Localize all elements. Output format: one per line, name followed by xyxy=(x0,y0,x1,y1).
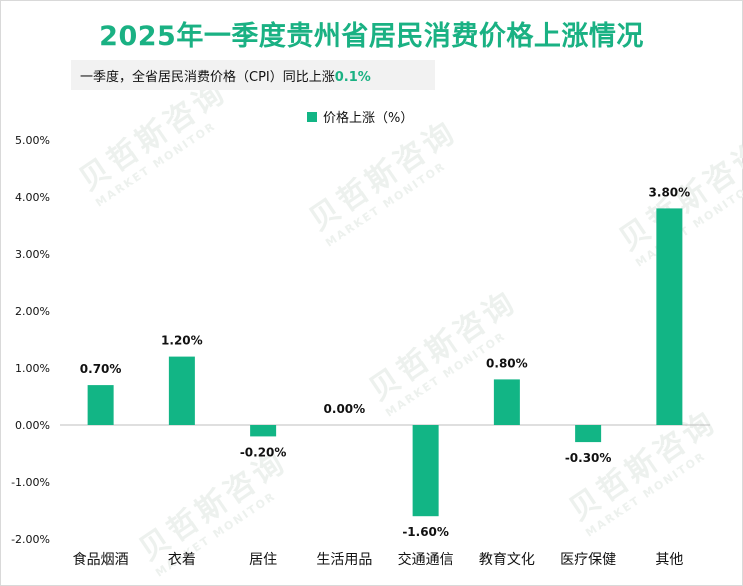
chart-title: 2025年一季度贵州省居民消费价格上涨情况 xyxy=(99,21,644,52)
bar-value-label: 1.20% xyxy=(161,334,203,348)
bar xyxy=(250,425,277,437)
y-tick-label: 2.00% xyxy=(15,305,50,318)
bar xyxy=(575,425,602,443)
y-tick-label: 4.00% xyxy=(15,191,50,204)
x-tick-label: 衣着 xyxy=(168,552,196,568)
x-tick-label: 生活用品 xyxy=(316,552,372,568)
x-tick-label: 食品烟酒 xyxy=(73,551,129,568)
bar-value-label: -0.20% xyxy=(240,445,287,459)
bar-value-label: -0.30% xyxy=(565,451,612,465)
bar xyxy=(412,425,439,517)
legend-swatch xyxy=(307,111,317,122)
x-tick-label: 医疗保健 xyxy=(560,552,616,568)
x-tick-label: 居住 xyxy=(249,552,277,568)
legend: 价格上涨（%） xyxy=(307,107,413,126)
subtitle-box xyxy=(71,60,435,90)
bar-value-label: 3.80% xyxy=(649,185,691,199)
bar xyxy=(168,356,195,425)
bar xyxy=(87,385,114,425)
bar-value-label: 0.70% xyxy=(80,362,122,376)
legend-label: 价格上涨（%） xyxy=(323,111,414,126)
bar xyxy=(493,379,520,425)
x-tick-label: 教育文化 xyxy=(479,552,535,568)
subtitle-text: 一季度，全省居民消费价格（CPI）同比上涨 xyxy=(80,70,335,85)
y-tick-label: -2.00% xyxy=(11,533,50,546)
bar-value-label: 0.00% xyxy=(324,402,366,416)
bar-value-label: -1.60% xyxy=(402,525,449,539)
y-tick-label: 5.00% xyxy=(15,134,50,147)
y-tick-label: 1.00% xyxy=(15,362,50,375)
y-tick-label: -1.00% xyxy=(11,476,50,489)
y-tick-label: 0.00% xyxy=(15,419,50,432)
subtitle: 一季度，全省居民消费价格（CPI）同比上涨0.1% xyxy=(80,66,371,85)
bar xyxy=(656,208,683,425)
bar-value-label: 0.80% xyxy=(486,356,528,370)
x-tick-label: 其他 xyxy=(655,552,683,568)
subtitle-highlight: 0.1% xyxy=(334,70,371,85)
x-tick-label: 交通通信 xyxy=(398,551,454,568)
y-tick-label: 3.00% xyxy=(15,248,50,261)
